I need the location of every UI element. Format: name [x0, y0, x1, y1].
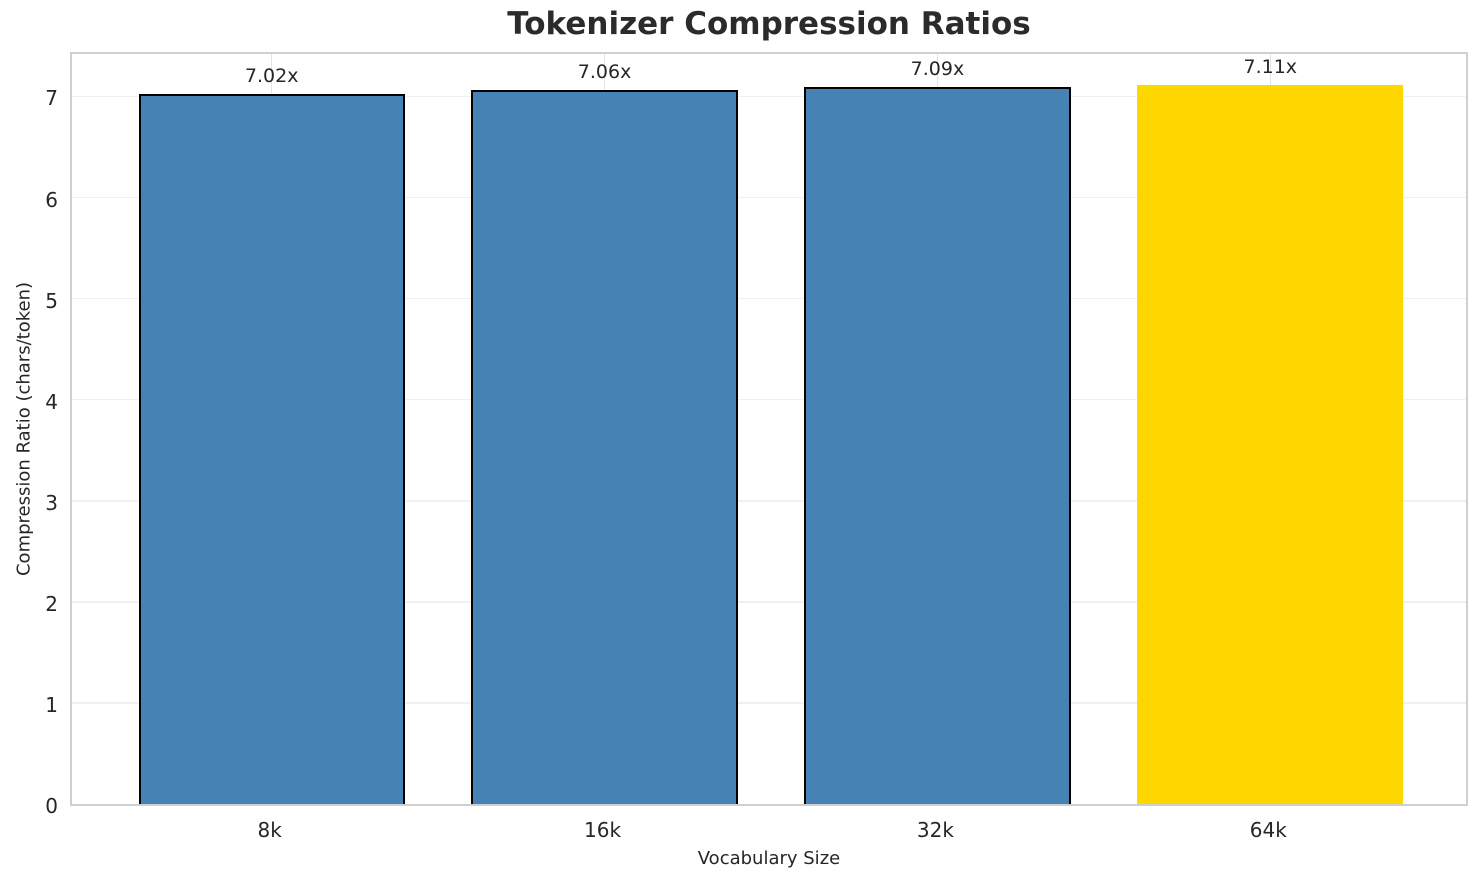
bar-value-label: 7.09x [910, 58, 965, 81]
bar-value-label: 7.02x [244, 65, 299, 88]
bar-8k [138, 94, 405, 804]
x-tick-label: 8k [257, 818, 282, 842]
bar-value-label: 7.11x [1243, 56, 1298, 79]
h-gridline [72, 95, 1466, 98]
y-tick-label: 5 [45, 288, 58, 313]
h-gridline [72, 398, 1466, 401]
x-tick-label: 64k [1249, 818, 1287, 842]
h-gridline [72, 500, 1466, 502]
plot-area: 7.02x 7.06x 7.09x 7.11x [70, 52, 1468, 806]
y-tick-label: 4 [45, 389, 58, 414]
bar-64k [1137, 85, 1404, 804]
x-tick-label: 32k [916, 818, 954, 842]
y-tick-label: 6 [45, 187, 58, 212]
x-axis-label: Vocabulary Size [697, 848, 841, 869]
chart-title: Tokenizer Compression Ratios [507, 6, 1031, 42]
h-gridline [72, 297, 1466, 300]
h-gridline [72, 601, 1466, 603]
y-tick-label: 1 [45, 692, 58, 717]
bar-16k [471, 90, 738, 804]
y-tick-label: 3 [45, 490, 58, 515]
y-axis-label: Compression Ratio (chars/token) [13, 281, 35, 577]
y-tick-label: 0 [45, 794, 58, 818]
h-gridline [72, 702, 1466, 704]
y-tick-label: 7 [45, 86, 58, 111]
y-tick-label: 2 [45, 591, 58, 616]
bar-value-label: 7.06x [577, 61, 632, 84]
bar-32k [804, 87, 1071, 804]
x-tick-label: 16k [584, 818, 622, 842]
h-gridline [72, 196, 1466, 199]
